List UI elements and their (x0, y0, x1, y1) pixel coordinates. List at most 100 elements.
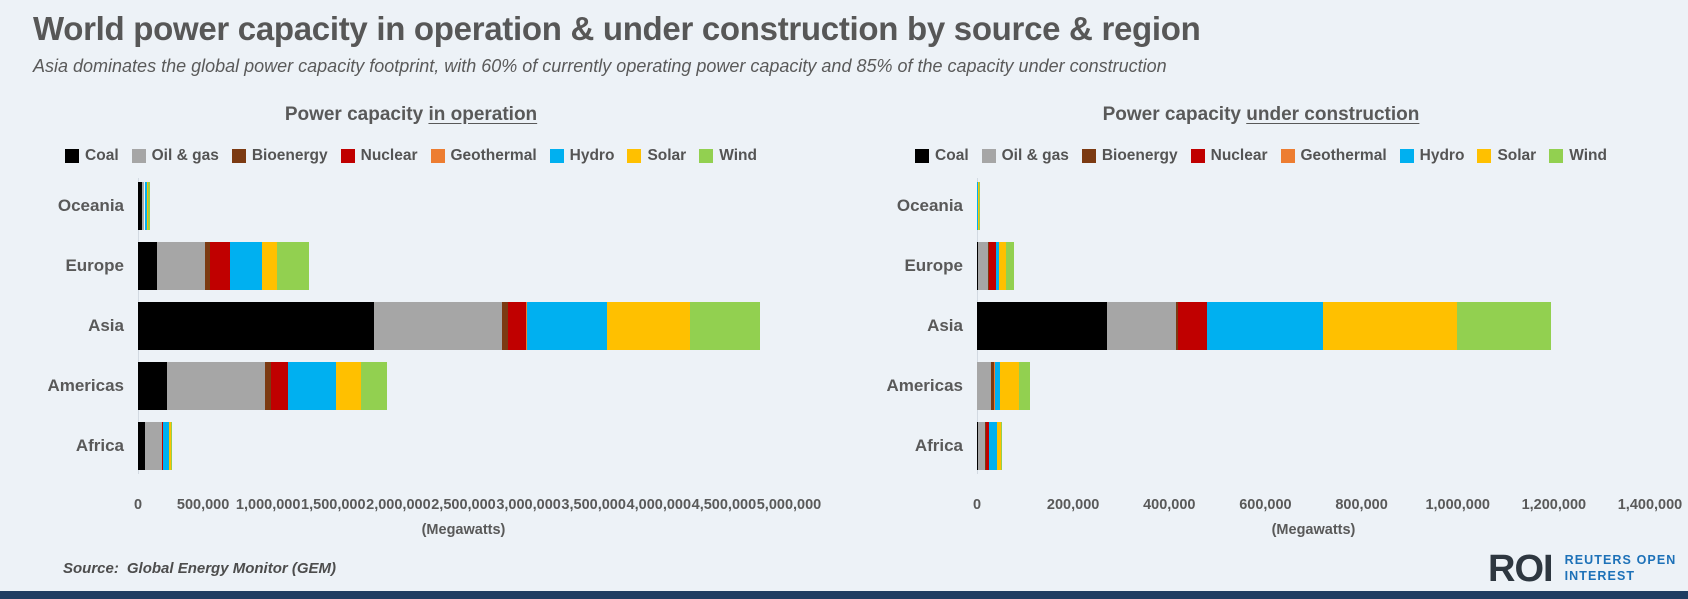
bar-segment-africa-nuclear (985, 422, 989, 470)
legend-label: Hydro (569, 146, 615, 164)
legend-swatch-oil-gas (131, 148, 146, 163)
bar-row-americas: Americas (872, 362, 1650, 410)
legend-swatch-wind (699, 148, 714, 163)
bar-segment-oceania-solar (146, 182, 149, 230)
legend: Coal Oil & gas Bioenergy Nuclear Geothermal H… (33, 146, 789, 165)
axis-tick-label: 4,000,000 (626, 497, 692, 513)
source-value: Global Energy Monitor (GEM) (126, 560, 337, 577)
bar-segment-asia-bioenergy (1176, 302, 1178, 350)
legend-label: Bioenergy (251, 146, 328, 164)
bar-segment-europe-coal (977, 242, 978, 290)
bar-segment-africa-coal (977, 422, 978, 470)
region-label-asia: Asia (927, 316, 963, 335)
bar-segment-africa-oil-gas (977, 422, 986, 470)
bar-segment-oceania-wind (148, 182, 151, 230)
bar-track-oceania (977, 182, 1650, 230)
bar-segment-europe-solar (999, 242, 1007, 290)
legend-item-oil-gas: Oil & gas (981, 146, 1069, 165)
axis-unit-label: (Megawatts) (421, 522, 506, 538)
legend-label: Bioenergy (1101, 146, 1178, 164)
legend-label: Coal (935, 146, 969, 164)
bar-segment-africa-hydro (989, 422, 998, 470)
axis-tick-label: 1,200,000 (1521, 497, 1587, 513)
bar-segment-asia-solar (1322, 302, 1458, 350)
bar-segment-europe-solar (261, 242, 278, 290)
axis-tick-label: 0 (972, 497, 982, 513)
bar-track-americas (977, 362, 1650, 410)
bar-track-asia (977, 302, 1650, 350)
x-axis: 0 500,000 1,000,000 1,500,000 2,000,000 2,500… (134, 497, 821, 513)
bar-segment-asia-hydro (1207, 302, 1323, 350)
legend-label: Oil & gas (1001, 146, 1069, 164)
legend-label: Coal (85, 146, 119, 164)
bar-segment-asia-nuclear (1177, 302, 1207, 350)
chart-title: Power capacity under construction (1102, 104, 1420, 125)
axis-unit-label: (Megawatts) (1271, 522, 1356, 538)
legend-label: Hydro (1419, 146, 1465, 164)
bar-segment-asia-coal (977, 302, 1107, 350)
bar-segment-americas-hydro (288, 362, 336, 410)
legend-label: Oil & gas (151, 146, 219, 164)
bar-segment-africa-hydro (163, 422, 169, 470)
bar-segment-americas-solar (999, 362, 1020, 410)
legend-item-coal: Coal (65, 147, 119, 165)
legend-item-geothermal: Geothermal (430, 147, 537, 165)
axis-tick-label: 800,000 (1335, 497, 1388, 513)
legend-swatch-hydro (549, 148, 564, 163)
bar-segment-europe-wind (277, 242, 309, 290)
bar-segment-europe-coal (138, 242, 157, 290)
bottom-accent-bar (0, 591, 1688, 599)
roi-logo-mark: ROI (1488, 547, 1554, 590)
axis-tick-label: 3,500,000 (561, 497, 626, 513)
bar-segment-asia-nuclear (508, 302, 526, 350)
legend-label: Nuclear (1210, 146, 1268, 164)
bar-segment-asia-hydro (526, 302, 608, 350)
roi-logo-subtext: REUTERS OPEN INTEREST (1564, 553, 1677, 583)
axis-tick-label: 400,000 (1143, 497, 1196, 513)
legend-swatch-solar (1477, 148, 1492, 163)
chart-under-construction: Power capacity under construction Coal Oi… (872, 95, 1682, 538)
bar-segment-africa-wind (1000, 422, 1003, 470)
legend-swatch-nuclear (340, 148, 355, 163)
bar-segment-americas-wind (1019, 362, 1030, 410)
x-axis: 0 200,000 400,000 600,000 800,000 1,000,000 1,… (973, 497, 1682, 513)
bar-segment-asia-wind (690, 302, 761, 350)
legend-item-bioenergy: Bioenergy (231, 146, 328, 165)
axis-tick-label: 4,500,000 (691, 497, 757, 513)
bar-track-americas (138, 362, 789, 410)
bar-segment-asia-bioenergy (501, 302, 509, 350)
bar-segment-africa-oil-gas (145, 422, 163, 470)
bar-segment-asia-geothermal (525, 302, 527, 350)
legend-item-geothermal: Geothermal (1280, 147, 1387, 165)
plot-area: Oceania Europe Asia Americas Africa (33, 178, 789, 474)
bar-segment-asia-solar (607, 302, 691, 350)
bar-segment-americas-hydro (994, 362, 1000, 410)
bar-row-asia: Asia (872, 302, 1650, 350)
bar-row-africa: Africa (872, 422, 1650, 470)
legend-swatch-coal (65, 148, 80, 163)
bar-row-americas: Americas (33, 362, 789, 410)
legend-label: Wind (719, 146, 757, 164)
page-subtitle: Asia dominates the global power capacity… (33, 56, 1167, 76)
region-label-americas: Americas (886, 376, 963, 395)
bar-segment-americas-coal (138, 362, 167, 410)
bar-segment-oceania-hydro (977, 182, 979, 230)
region-label-asia: Asia (88, 316, 124, 335)
axis-tick-label: 1,500,000 (301, 497, 366, 513)
chart-in-operation: Power capacity in operation Coal Oil & ga… (33, 95, 821, 538)
bar-segment-asia-oil-gas (374, 302, 502, 350)
axis-tick-label: 500,000 (176, 497, 230, 513)
bar-segment-europe-nuclear (988, 242, 997, 290)
bar-segment-americas-geothermal (287, 362, 289, 410)
bar-row-asia: Asia (33, 302, 789, 350)
axis-tick-label: 2,500,000 (431, 497, 496, 513)
axis-tick-label: 200,000 (1046, 497, 1100, 513)
bar-segment-americas-oil-gas (977, 362, 991, 410)
legend-item-oil-gas: Oil & gas (131, 146, 219, 165)
bar-segment-americas-solar (335, 362, 362, 410)
legend-item-wind: Wind (1549, 147, 1607, 165)
legend-swatch-bioenergy (1081, 148, 1096, 163)
bar-segment-europe-bioenergy (987, 242, 989, 290)
legend-swatch-oil-gas (981, 148, 996, 163)
